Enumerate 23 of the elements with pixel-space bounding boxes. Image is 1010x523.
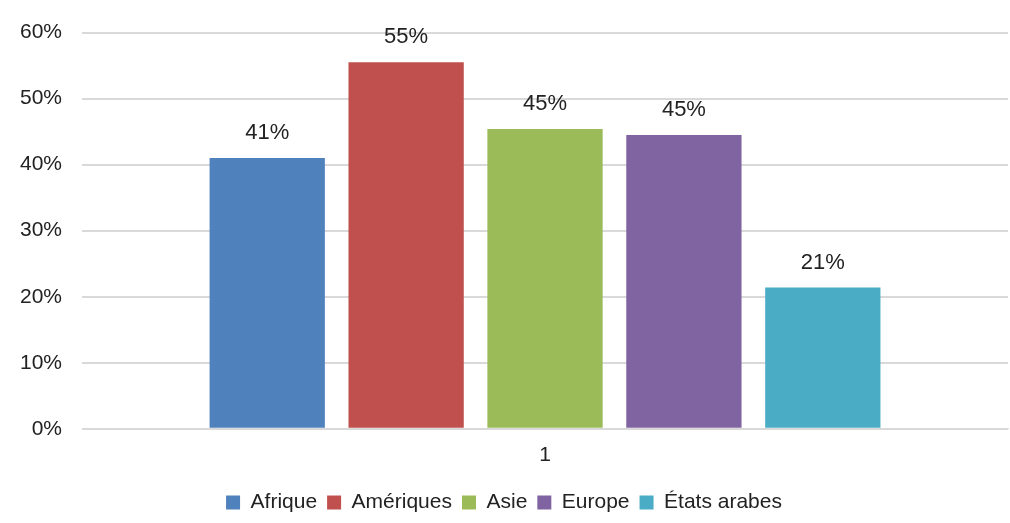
legend-label: États arabes (664, 489, 782, 513)
data-label: 45% (522, 90, 568, 116)
bar (765, 287, 881, 428)
y-tick-label: 50% (20, 85, 63, 109)
data-label: 21% (800, 248, 845, 274)
y-tick-label: 60% (20, 19, 63, 43)
bar (626, 134, 742, 428)
data-label: 41% (245, 119, 290, 145)
bar (209, 158, 325, 428)
legend-label: Amériques (351, 489, 452, 513)
bar (348, 62, 464, 428)
y-tick-label: 20% (20, 283, 63, 307)
y-tick-label: 10% (20, 349, 63, 373)
x-tick-label: 1 (539, 442, 551, 466)
data-label: 45% (661, 96, 706, 122)
legend-label: Afrique (250, 489, 318, 513)
y-tick-label: 40% (20, 151, 63, 175)
data-label: 55% (384, 23, 429, 49)
y-tick-label: 30% (20, 217, 63, 241)
bar (487, 129, 603, 428)
legend-label: Asie (486, 489, 528, 513)
y-tick-label: 0% (31, 415, 63, 439)
legend-label: Europe (561, 489, 630, 513)
